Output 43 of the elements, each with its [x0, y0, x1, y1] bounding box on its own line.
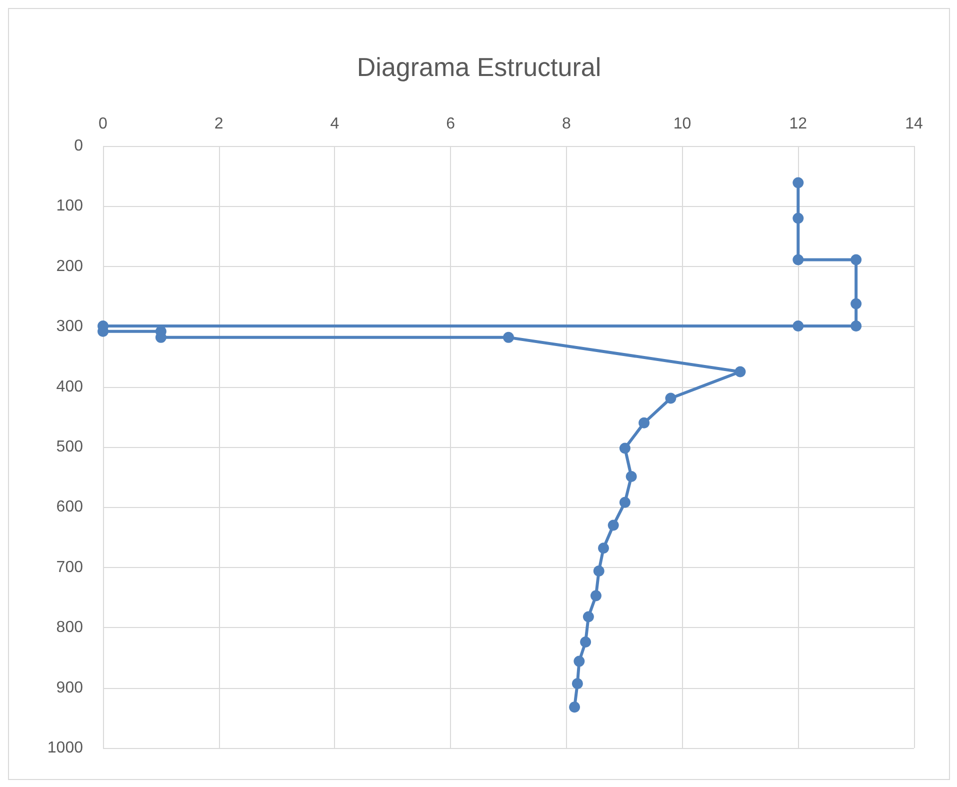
- x-tick-label: 12: [789, 116, 808, 132]
- point: [619, 442, 630, 454]
- chart-title: Diagrama Estructural: [356, 52, 602, 82]
- point: [503, 332, 514, 343]
- y-tick-label: 700: [56, 558, 84, 576]
- y-tick-label: 600: [56, 498, 84, 516]
- point: [582, 611, 594, 622]
- point: [580, 636, 592, 648]
- point: [619, 496, 630, 508]
- y-tick-label: 200: [56, 258, 84, 275]
- y-tick-label: 400: [56, 378, 84, 396]
- x-tick-label: 4: [330, 116, 340, 132]
- y-tick-label: 800: [56, 619, 84, 636]
- x-tick-label: 14: [905, 116, 923, 132]
- x-tick-label: 0: [98, 116, 108, 132]
- point: [665, 392, 676, 404]
- y-tick-label: 1000: [47, 740, 84, 756]
- x-tick-label: 2: [214, 116, 224, 132]
- point: [593, 566, 604, 577]
- y-tick-label: 0: [74, 138, 84, 154]
- point: [638, 417, 650, 428]
- point: [792, 320, 804, 332]
- x-tick-label: 6: [446, 116, 456, 132]
- point: [590, 590, 602, 602]
- y-tick-label: 100: [56, 198, 84, 215]
- point: [850, 254, 862, 266]
- point: [792, 177, 804, 188]
- x-tick-label: 10: [673, 116, 692, 132]
- point: [626, 471, 637, 482]
- point: [574, 656, 585, 667]
- point: [850, 298, 862, 310]
- y-tick-label: 900: [56, 679, 84, 696]
- point: [569, 702, 580, 713]
- point: [850, 320, 862, 332]
- point: [572, 678, 583, 690]
- x-tick-label: 8: [562, 116, 571, 132]
- point: [734, 366, 746, 378]
- y-tick-label: 500: [56, 438, 84, 456]
- point: [792, 254, 804, 266]
- point: [608, 520, 619, 531]
- y-tick-label: 300: [56, 318, 84, 336]
- point: [792, 212, 804, 224]
- point: [598, 542, 610, 554]
